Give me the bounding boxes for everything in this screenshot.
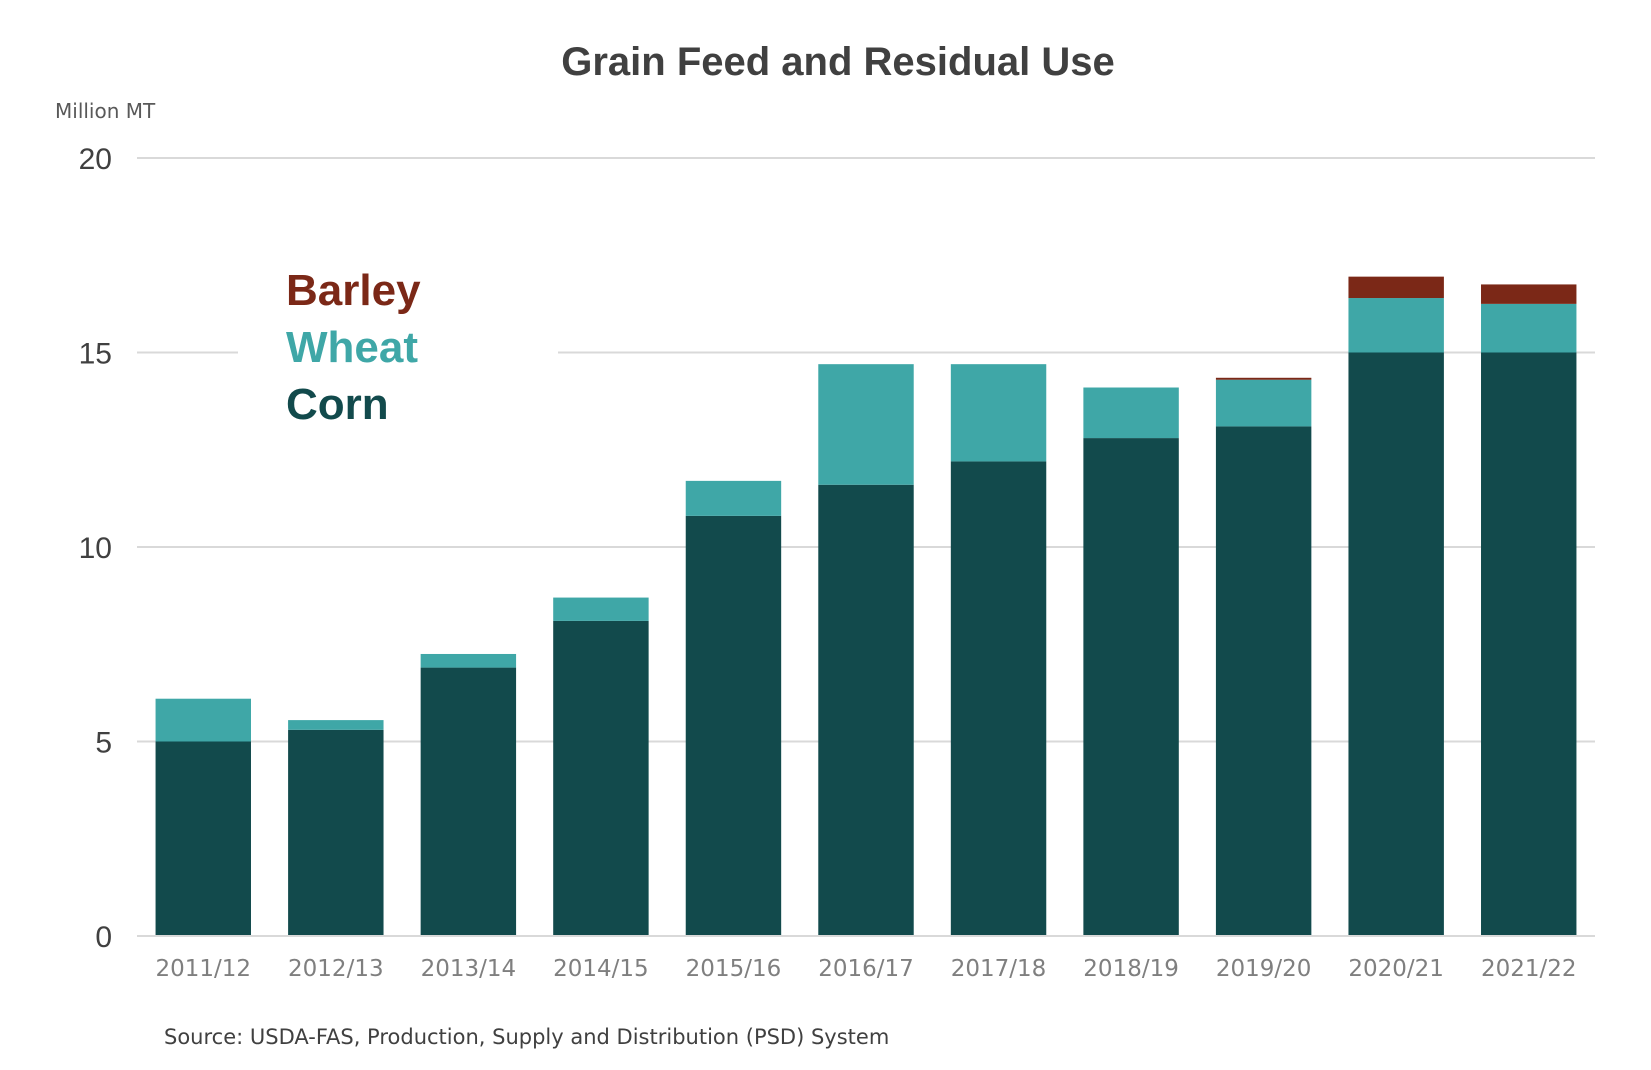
y-tick-label: 0 xyxy=(95,921,112,954)
x-tick-label: 2017/18 xyxy=(951,956,1047,982)
bar-corn-2013-14 xyxy=(420,667,517,936)
bar-wheat-2014-15 xyxy=(553,597,649,621)
bar-corn-2017-18 xyxy=(950,461,1047,936)
x-axis-ticks: 2011/12 2012/13 2013/14 2014/15 2015/16 2016/… xyxy=(155,956,1576,982)
x-tick-label: 2012/13 xyxy=(288,956,384,982)
bar-wheat-2011-12 xyxy=(155,698,251,742)
y-tick-label: 5 xyxy=(95,727,112,760)
x-tick-label: 2014/15 xyxy=(553,956,649,982)
bar-corn-2021-22 xyxy=(1481,352,1577,936)
x-tick-label: 2019/20 xyxy=(1216,956,1312,982)
bar-corn-2020-21 xyxy=(1348,352,1444,936)
bar-barley-2021-22 xyxy=(1481,284,1577,304)
bar-barley-2020-21 xyxy=(1348,276,1444,299)
bar-wheat-2013-14 xyxy=(420,653,517,668)
bar-corn-2019-20 xyxy=(1215,426,1312,936)
legend-item-barley: Barley xyxy=(286,266,421,315)
y-tick-label: 15 xyxy=(79,338,112,371)
x-tick-label: 2020/21 xyxy=(1348,956,1444,982)
bar-wheat-2012-13 xyxy=(288,720,384,730)
bar-barley-2019-20 xyxy=(1215,377,1312,380)
bar-wheat-2017-18 xyxy=(950,364,1047,462)
bar-corn-2014-15 xyxy=(553,620,649,936)
y-axis-ticks: 0 5 10 15 20 xyxy=(79,143,112,954)
bar-corn-2012-13 xyxy=(288,729,384,936)
x-tick-label: 2016/17 xyxy=(818,956,914,982)
bar-corn-2015-16 xyxy=(685,515,782,936)
legend-item-corn: Corn xyxy=(286,380,389,429)
y-tick-label: 10 xyxy=(79,532,112,565)
x-tick-label: 2011/12 xyxy=(155,956,251,982)
x-tick-label: 2021/22 xyxy=(1481,956,1577,982)
legend: Barley Wheat Corn xyxy=(238,255,558,440)
legend-background xyxy=(238,255,558,440)
bar-corn-2016-17 xyxy=(818,484,914,936)
x-tick-label: 2013/14 xyxy=(421,956,517,982)
y-axis-unit-label: Million MT xyxy=(55,99,156,123)
bar-wheat-2018-19 xyxy=(1083,387,1179,439)
bar-wheat-2015-16 xyxy=(685,480,782,516)
bar-wheat-2016-17 xyxy=(818,364,914,485)
bar-corn-2018-19 xyxy=(1083,438,1179,936)
bar-wheat-2021-22 xyxy=(1481,303,1577,353)
x-tick-label: 2018/19 xyxy=(1083,956,1179,982)
chart-title: Grain Feed and Residual Use xyxy=(561,40,1115,84)
bars xyxy=(155,276,1577,936)
y-tick-label: 20 xyxy=(79,143,112,176)
bar-corn-2011-12 xyxy=(155,741,251,936)
x-tick-label: 2015/16 xyxy=(686,956,782,982)
legend-item-wheat: Wheat xyxy=(286,323,418,372)
source-note: Source: USDA-FAS, Production, Supply and… xyxy=(164,1025,889,1049)
bar-wheat-2019-20 xyxy=(1215,379,1312,427)
bar-wheat-2020-21 xyxy=(1348,298,1444,353)
